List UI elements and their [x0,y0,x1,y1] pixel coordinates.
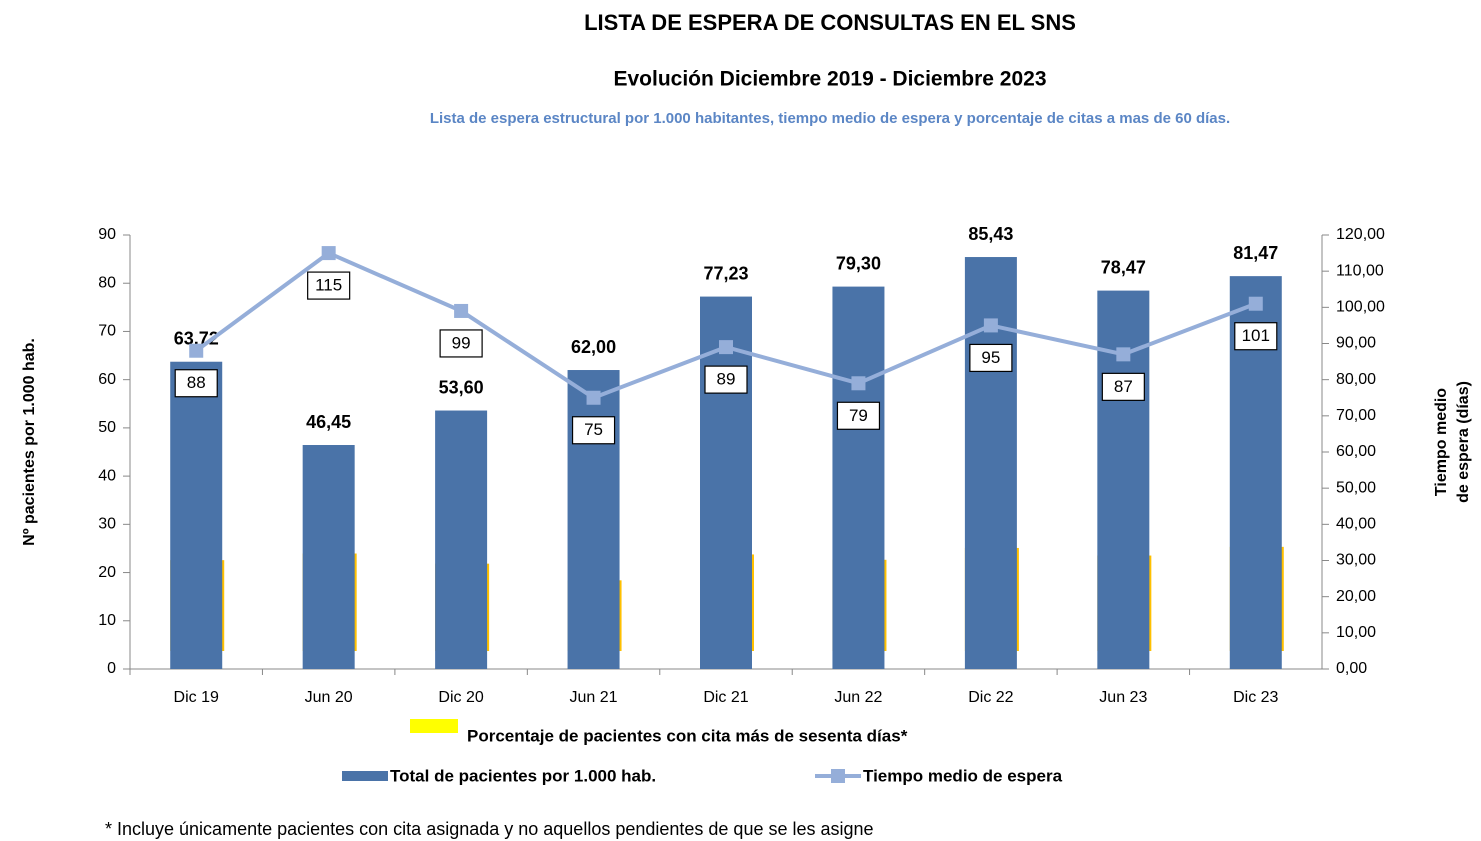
y2-tick-label: 20,00 [1336,588,1376,605]
chart-title: LISTA DE ESPERA DE CONSULTAS EN EL SNS [584,10,1076,35]
line-label-box [307,271,351,300]
bar [435,410,488,669]
legend-swatch [342,771,388,781]
legend-swatch-marker [831,769,845,783]
footnote: * Incluye únicamente pacientes con cita … [105,819,874,839]
x-tick-label: Jun 22 [834,689,882,706]
line-label-box [969,343,1013,373]
line-marker [1248,296,1263,311]
y2-tick-label: 80,00 [1336,371,1376,388]
y2-tick-label: 50,00 [1336,479,1376,496]
bar [832,286,885,669]
line-marker [189,343,204,358]
line-value-label: 75 [584,420,603,439]
x-tick-label: Jun 23 [1099,689,1147,706]
y-tick-label: 50 [98,419,116,436]
legend-swatch [410,719,458,733]
y2-tick-label: 0,00 [1336,660,1367,677]
y2-tick-label: 90,00 [1336,335,1376,352]
line-value-label: 99 [452,333,471,352]
x-tick-label: Dic 22 [968,689,1013,706]
y2-axis-label: de espera (días) [1455,381,1472,503]
line-label-box [1234,322,1278,351]
x-tick-label: Dic 20 [438,689,483,706]
line-value-label: 79 [849,406,868,425]
line-marker [1116,347,1131,362]
chart-subtitle: Evolución Diciembre 2019 - Diciembre 202… [613,68,1046,91]
bar [302,445,355,669]
bar-value-label: 77,23 [703,263,748,283]
line-value-label: 88 [187,373,206,392]
y2-tick-label: 30,00 [1336,552,1376,569]
bar-value-label: 62,00 [571,337,616,357]
line-marker [321,246,336,261]
bar-value-label: 85,43 [968,224,1013,244]
y2-axis-label: Tiempo medio [1433,388,1450,496]
x-tick-label: Dic 21 [703,689,748,706]
line-value-label: 95 [981,348,1000,367]
x-tick-label: Jun 20 [305,689,353,706]
x-tick-label: Dic 23 [1233,689,1278,706]
y2-tick-label: 10,00 [1336,624,1376,641]
bar-value-label: 53,60 [439,377,484,397]
bar-value-label: 78,47 [1101,257,1146,277]
y-axis-label: Nº pacientes por 1.000 hab. [21,338,38,546]
line-marker [586,390,601,405]
y-tick-label: 0 [107,660,116,677]
line-label-box [174,369,218,398]
y2-tick-label: 100,00 [1336,299,1385,316]
line-marker [454,303,469,318]
legend-label: Tiempo medio de espera [863,766,1063,785]
y-tick-label: 60 [98,371,116,388]
line-marker [851,376,866,391]
chart-description: Lista de espera estructural por 1.000 ha… [430,110,1230,127]
line-value-label: 89 [717,370,736,389]
line-value-label: 101 [1242,326,1270,345]
line-marker [719,340,733,355]
bar [567,370,620,669]
y-tick-label: 40 [98,467,116,484]
bar-value-label: 81,47 [1233,243,1278,263]
legend-label: Porcentaje de pacientes con cita más de … [467,726,908,745]
bar-value-label: 46,45 [306,412,351,432]
line-label-box [571,416,616,445]
y2-tick-label: 120,00 [1336,226,1385,243]
y-tick-label: 80 [98,274,116,291]
x-tick-label: Dic 19 [174,689,219,706]
line-label-box [704,365,748,394]
y2-tick-label: 110,00 [1336,262,1384,279]
bar-value-label: 79,30 [836,253,881,273]
legend-label: Total de pacientes por 1.000 hab. [390,766,656,785]
bar [170,361,223,669]
y-tick-label: 90 [98,226,116,243]
bar [700,296,752,669]
line-value-label: 87 [1114,377,1133,396]
line-label-box [836,401,881,430]
line-label-box [1101,372,1145,401]
y-tick-label: 70 [98,323,116,340]
line-label-box [439,329,483,358]
y2-tick-label: 60,00 [1336,443,1376,460]
x-tick-label: Jun 21 [570,689,618,706]
y-tick-label: 30 [98,516,116,533]
y2-tick-label: 40,00 [1336,516,1376,533]
line-value-label: 115 [315,276,342,295]
y-tick-label: 10 [98,612,116,629]
line-marker [983,318,998,333]
y2-tick-label: 70,00 [1336,407,1376,424]
y-tick-label: 20 [98,564,116,581]
